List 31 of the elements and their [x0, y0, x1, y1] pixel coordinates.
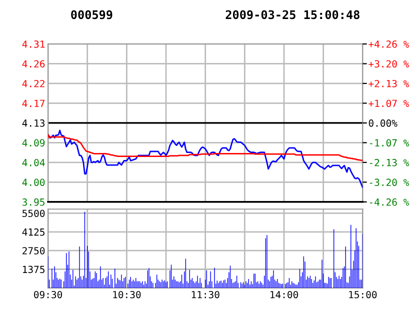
y2-tick-label: 0.00% [368, 119, 398, 127]
y-tick-label: 2750 [22, 247, 45, 254]
y2-tick-label: +3.20 % [368, 60, 410, 68]
y-tick-label: 4125 [22, 228, 44, 236]
x-tick-label: 15:00 [349, 290, 377, 298]
x-tick-label: 14:00 [270, 290, 298, 298]
y2-tick-label: +1.07 % [368, 100, 410, 108]
y-tick-label: 4.04 [22, 158, 45, 166]
line-series [48, 130, 363, 188]
y2-tick-label: -3.20 % [370, 178, 410, 186]
y2-tick-label: -4.26 % [370, 198, 410, 206]
y2-tick-label: -1.07 % [370, 139, 410, 147]
y-tick-label: 1375 [23, 266, 44, 274]
y-tick-label: 4.31 [22, 40, 45, 48]
x-tick-label: 11:30 [192, 290, 220, 298]
y2-tick-label: -2.13 % [370, 158, 410, 166]
x-tick-label: 10:30 [113, 290, 141, 298]
y-tick-label: 4.13 [22, 119, 45, 127]
y-tick-label: 4.22 [22, 80, 44, 88]
y-tick-label: 4.17 [22, 100, 45, 107]
line-series [48, 134, 363, 162]
chart-title: 000599 [71, 10, 112, 20]
y2-tick-label: +4.26 % [368, 40, 410, 48]
y-tick-label: 4.09 [22, 139, 45, 147]
y-tick-label: 4.00 [22, 178, 45, 186]
y2-tick-label: +2.13 % [368, 80, 410, 88]
chart-subtitle: 2009-03-25 15:00:48 [226, 10, 360, 20]
y-tick-label: 4.26 [22, 60, 45, 68]
y-tick-label: 5500 [22, 210, 45, 218]
y-tick-label: 3.95 [22, 198, 44, 206]
x-tick-label: 09:30 [34, 290, 62, 298]
